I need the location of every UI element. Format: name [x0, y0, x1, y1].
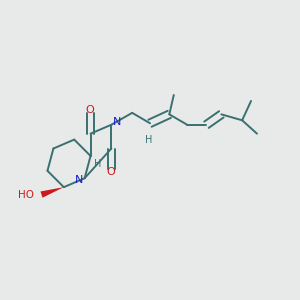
Text: H: H: [145, 135, 152, 145]
Text: O: O: [85, 105, 94, 115]
Text: N: N: [113, 117, 122, 128]
Text: O: O: [106, 167, 115, 177]
Polygon shape: [40, 187, 64, 198]
Text: N: N: [75, 175, 83, 185]
Text: HO: HO: [18, 190, 34, 200]
Text: H: H: [94, 159, 102, 169]
